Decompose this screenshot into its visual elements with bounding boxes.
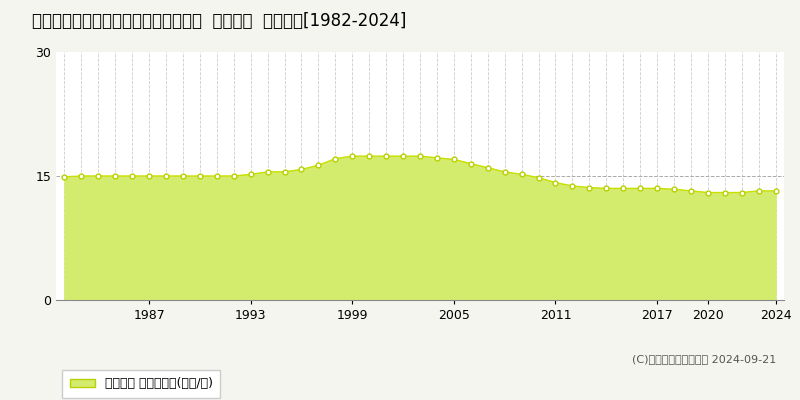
Legend: 基準地価 平均坪単価(万円/坪): 基準地価 平均坪単価(万円/坪) bbox=[62, 370, 220, 398]
Text: (C)土地価格ドットコム 2024-09-21: (C)土地価格ドットコム 2024-09-21 bbox=[632, 354, 776, 364]
Text: 青森県八戸市大字湊町字赤坂１６番７  基準地価  地価推移[1982-2024]: 青森県八戸市大字湊町字赤坂１６番７ 基準地価 地価推移[1982-2024] bbox=[32, 12, 406, 30]
